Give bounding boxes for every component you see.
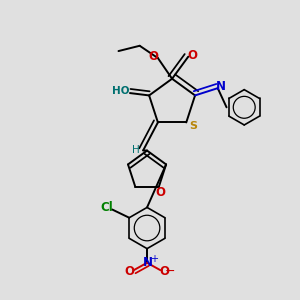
Text: O: O: [188, 49, 197, 62]
Text: O: O: [125, 265, 135, 278]
Text: O: O: [156, 186, 166, 199]
Text: N: N: [143, 256, 153, 269]
Text: O: O: [159, 265, 170, 278]
Text: −: −: [165, 265, 175, 278]
Text: O: O: [149, 50, 159, 64]
Text: H: H: [132, 145, 140, 154]
Text: +: +: [149, 254, 158, 264]
Text: Cl: Cl: [100, 201, 113, 214]
Text: HO: HO: [112, 86, 130, 96]
Text: N: N: [216, 80, 226, 93]
Text: S: S: [189, 121, 197, 131]
